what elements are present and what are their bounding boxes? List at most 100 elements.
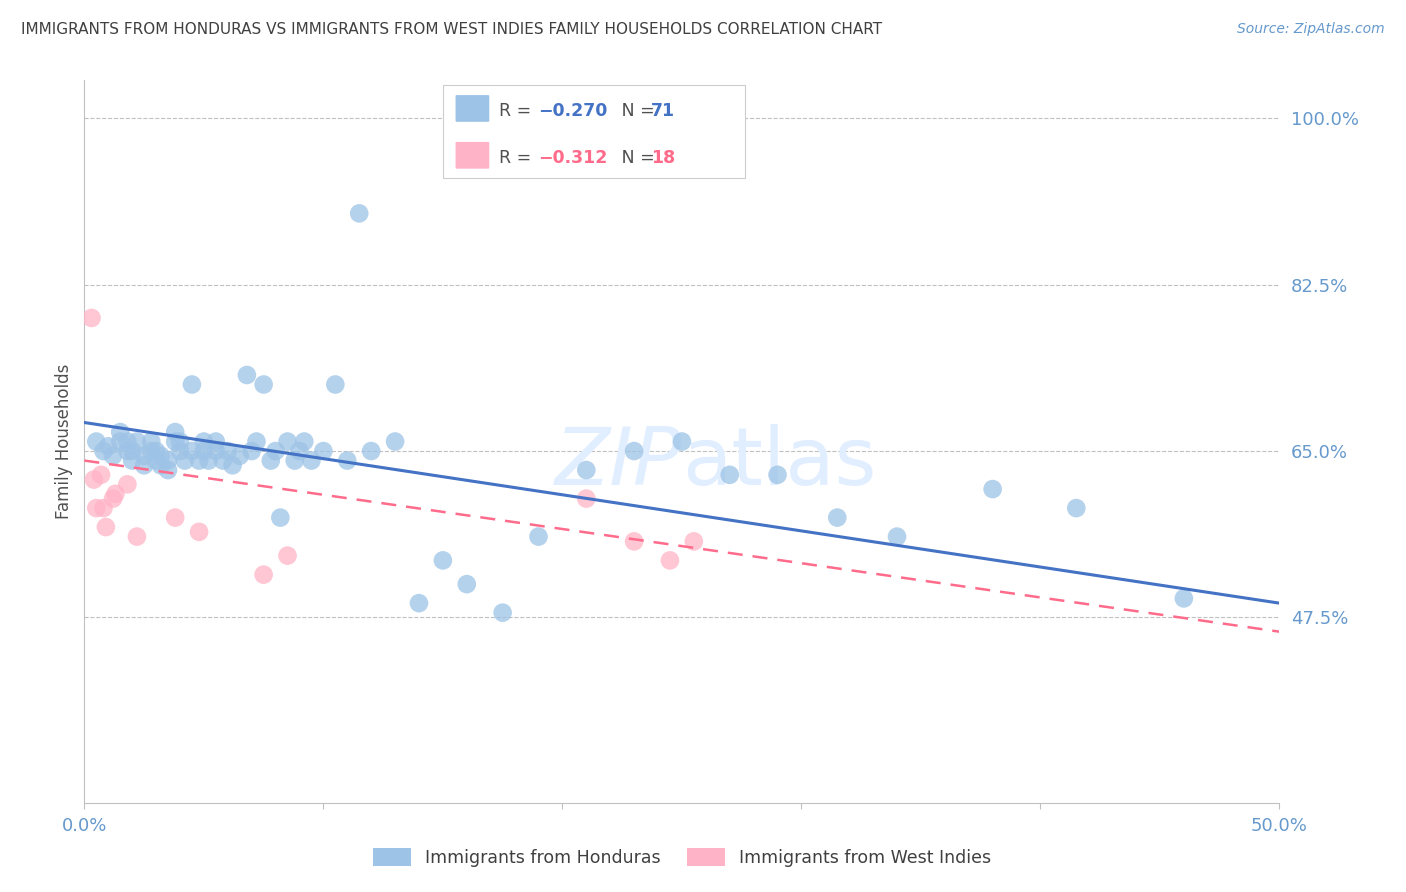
Text: N =: N = [605,149,659,167]
Point [623,534,645,549]
Point [253,567,276,582]
Point [101,491,124,506]
Point [1066,501,1088,516]
Text: IMMIGRANTS FROM HONDURAS VS IMMIGRANTS FROM WEST INDIES FAMILY HOUSEHOLDS CORREL: IMMIGRANTS FROM HONDURAS VS IMMIGRANTS F… [21,22,882,37]
Point [149,458,172,473]
Point [90,467,112,482]
Point [1173,591,1195,606]
Point [173,453,195,467]
Point [284,453,307,467]
Point [212,453,235,467]
Point [205,434,228,449]
Point [86,501,108,516]
Point [718,467,741,482]
Point [432,553,454,567]
Point [384,434,406,449]
Legend: Immigrants from Honduras, Immigrants from West Indies: Immigrants from Honduras, Immigrants fro… [366,841,998,873]
Point [827,510,849,524]
Point [492,606,515,620]
Point [229,449,252,463]
Point [277,549,299,563]
Point [97,439,120,453]
Point [110,425,132,439]
Text: 71: 71 [651,102,675,120]
Point [683,534,706,549]
Point [408,596,430,610]
Point [336,453,359,467]
Point [165,434,187,449]
Point [527,530,550,544]
Point [132,458,156,473]
Point [117,434,139,449]
Point [292,434,315,449]
Point [117,444,139,458]
Text: ZIP: ZIP [554,425,682,502]
Point [125,530,148,544]
Text: N =: N = [605,102,659,120]
Point [217,444,239,458]
Point [981,482,1004,496]
Point [236,368,259,382]
Point [94,520,117,534]
Text: atlas: atlas [682,425,876,502]
Point [671,434,693,449]
Point [312,444,335,458]
Point [169,444,191,458]
Point [181,444,204,458]
Point [205,444,228,458]
Point [360,444,382,458]
Point [86,434,108,449]
Point [132,449,156,463]
Point [149,449,172,463]
Point [141,434,163,449]
Point [264,444,287,458]
Point [165,510,187,524]
Point [141,444,163,458]
Point [269,510,291,524]
Point [193,434,215,449]
Point [240,444,263,458]
Point [575,491,598,506]
Point [197,453,219,467]
Text: 18: 18 [651,149,675,167]
Text: Source: ZipAtlas.com: Source: ZipAtlas.com [1237,22,1385,37]
Point [104,487,127,501]
Point [245,434,267,449]
Point [221,458,243,473]
Point [121,453,143,467]
Point [456,577,478,591]
Text: R =: R = [499,102,537,120]
Point [288,444,311,458]
Text: −0.312: −0.312 [538,149,607,167]
Point [117,477,139,491]
Point [157,453,180,467]
Y-axis label: Family Households: Family Households [55,364,73,519]
Text: −0.270: −0.270 [538,102,607,120]
Point [93,501,115,516]
Point [188,524,211,539]
Point [277,434,299,449]
Point [145,453,167,467]
Point [659,553,682,567]
Point [301,453,323,467]
Point [623,444,645,458]
Point [157,463,180,477]
Point [349,206,371,220]
Point [93,444,115,458]
Point [110,434,132,449]
Point [121,444,143,458]
Point [169,434,191,449]
Point [165,425,187,439]
Point [253,377,276,392]
Point [188,453,211,467]
Point [101,449,124,463]
Point [181,377,204,392]
Point [325,377,347,392]
Point [83,473,105,487]
Point [575,463,598,477]
Text: R =: R = [499,149,537,167]
Point [80,310,103,325]
Point [766,467,789,482]
Point [145,444,167,458]
Point [260,453,283,467]
